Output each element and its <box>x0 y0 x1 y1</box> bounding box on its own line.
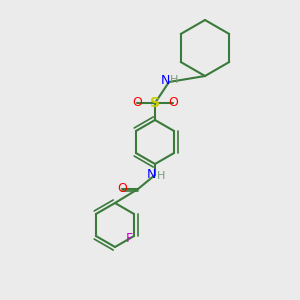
Text: N: N <box>146 169 156 182</box>
Text: O: O <box>132 97 142 110</box>
Text: H: H <box>157 171 165 181</box>
Text: S: S <box>150 96 160 110</box>
Text: O: O <box>117 182 127 194</box>
Text: F: F <box>125 232 133 244</box>
Text: O: O <box>168 97 178 110</box>
Text: N: N <box>160 74 170 86</box>
Text: H: H <box>170 75 178 85</box>
